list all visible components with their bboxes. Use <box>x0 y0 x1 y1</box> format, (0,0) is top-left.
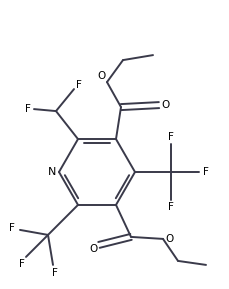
Text: N: N <box>48 167 56 177</box>
Text: F: F <box>167 132 173 142</box>
Text: O: O <box>98 71 106 81</box>
Text: F: F <box>202 167 208 177</box>
Text: F: F <box>19 259 25 269</box>
Text: O: O <box>165 234 173 244</box>
Text: F: F <box>76 80 82 90</box>
Text: F: F <box>167 202 173 212</box>
Text: O: O <box>161 100 169 110</box>
Text: F: F <box>9 223 15 233</box>
Text: O: O <box>88 244 97 254</box>
Text: F: F <box>52 268 58 278</box>
Text: F: F <box>25 104 31 114</box>
